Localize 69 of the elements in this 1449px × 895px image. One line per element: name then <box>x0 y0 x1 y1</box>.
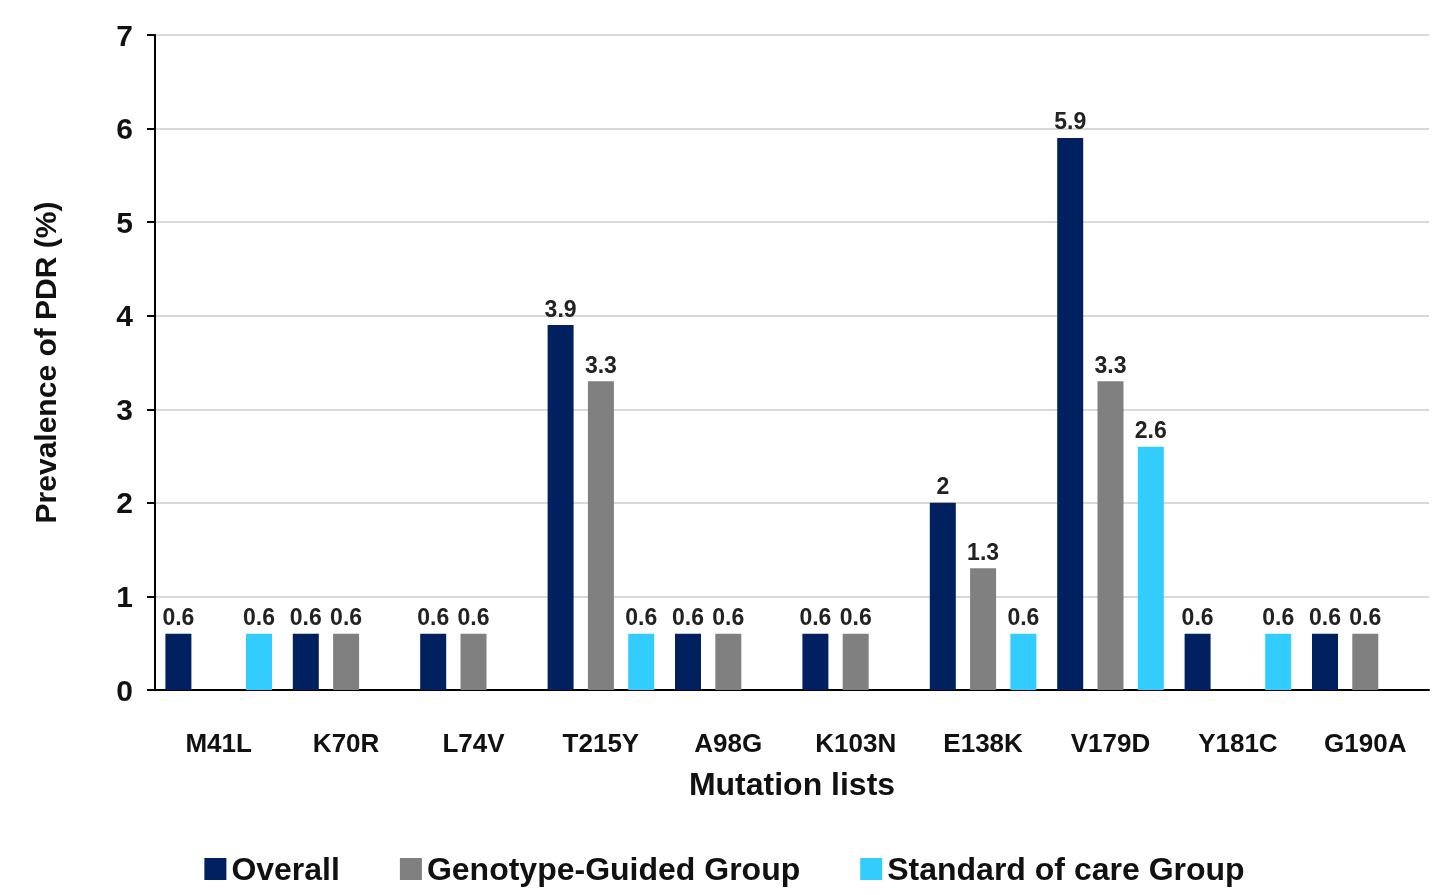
x-tick-label: Y181C <box>1198 728 1278 758</box>
x-tick-label: L74V <box>442 728 506 758</box>
bar <box>1265 633 1292 690</box>
x-tick-label: G190A <box>1324 728 1407 758</box>
bar <box>333 633 360 690</box>
y-tick-label: 4 <box>116 299 134 333</box>
data-label: 0.6 <box>672 604 704 631</box>
y-tick-label: 0 <box>116 673 133 707</box>
data-label: 0.6 <box>1349 604 1382 631</box>
data-label: 0.6 <box>625 604 658 631</box>
data-label: 5.9 <box>1054 108 1087 135</box>
data-label: 0.6 <box>243 604 275 631</box>
y-axis-title: Prevalence of PDR (%) <box>28 201 62 524</box>
y-tick-label: 3 <box>116 392 133 426</box>
bar <box>802 633 829 690</box>
bar <box>1312 633 1338 690</box>
bar <box>460 633 487 690</box>
y-tick-label: 2 <box>116 486 133 520</box>
data-label: 3.3 <box>1094 351 1127 378</box>
legend-label: Genotype-Guided Group <box>426 851 801 887</box>
bar <box>628 633 655 690</box>
bar <box>970 568 997 690</box>
data-label: 0.6 <box>417 604 450 631</box>
x-tick-label: T215Y <box>562 728 640 758</box>
bar <box>929 502 956 690</box>
y-tick-label: 1 <box>116 579 133 613</box>
bar <box>1184 633 1211 690</box>
bar <box>1010 633 1037 690</box>
data-label: 0.6 <box>330 604 363 631</box>
x-axis-title: Mutation lists <box>688 766 896 802</box>
x-tick-label: M41L <box>185 728 253 758</box>
data-label: 0.6 <box>1309 604 1341 631</box>
data-label: 0.6 <box>457 604 490 631</box>
bar <box>1057 137 1084 690</box>
bar <box>246 633 272 690</box>
bar <box>165 633 192 690</box>
x-tick-label: E138K <box>943 728 1024 758</box>
bar <box>420 633 447 690</box>
y-tick-label: 6 <box>116 112 133 146</box>
bar <box>1097 381 1124 690</box>
data-label: 2 <box>936 473 950 500</box>
bar <box>587 381 614 690</box>
bar <box>675 633 701 690</box>
bar <box>547 325 574 690</box>
y-tick-label: 5 <box>116 205 133 239</box>
data-label: 3.9 <box>544 295 577 322</box>
bar <box>1137 446 1164 690</box>
bar <box>1352 633 1379 690</box>
data-label: 0.6 <box>839 604 872 631</box>
x-tick-label: K103N <box>815 728 897 758</box>
data-label: 0.6 <box>1007 604 1040 631</box>
bar <box>292 633 319 690</box>
legend-label: Overall <box>231 851 340 887</box>
y-tick-label: 7 <box>116 18 133 52</box>
bar <box>842 633 869 690</box>
data-label: 0.6 <box>799 604 832 631</box>
data-label: 0.6 <box>162 604 195 631</box>
x-tick-label: V179D <box>1070 728 1151 758</box>
data-label: 3.3 <box>584 351 617 378</box>
legend-label: Standard of care Group <box>887 851 1245 887</box>
x-tick-label: A98G <box>694 728 763 758</box>
data-label: 1.3 <box>967 538 1000 565</box>
x-tick-label: K70R <box>312 728 380 758</box>
data-label: 0.6 <box>1262 604 1295 631</box>
data-label: 0.6 <box>289 604 322 631</box>
data-label: 0.6 <box>1181 604 1214 631</box>
data-label: 2.6 <box>1134 417 1167 444</box>
bar <box>715 633 742 690</box>
data-label: 0.6 <box>712 604 745 631</box>
